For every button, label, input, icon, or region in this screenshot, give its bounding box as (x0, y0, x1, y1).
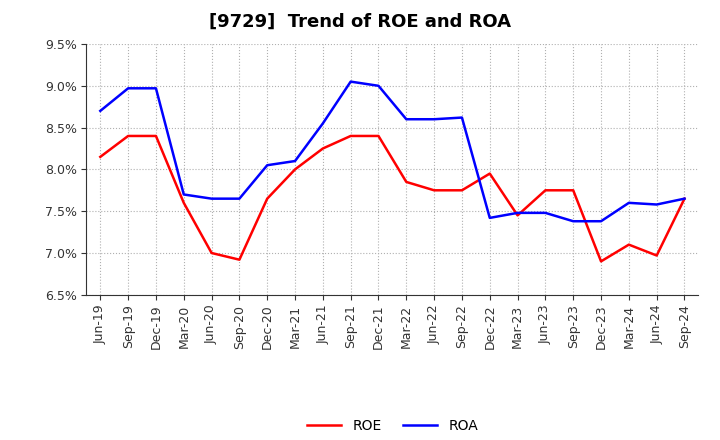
ROE (346, 133, 355, 139)
ROE (374, 133, 383, 139)
Line: ROE: ROE (100, 136, 685, 261)
ROA (680, 196, 689, 201)
ROA (402, 117, 410, 122)
ROE (485, 171, 494, 176)
ROE (513, 213, 522, 218)
ROE (96, 154, 104, 159)
ROA (263, 162, 271, 168)
ROE (569, 187, 577, 193)
Line: ROA: ROA (100, 81, 685, 221)
ROA (513, 210, 522, 216)
ROE (235, 257, 243, 262)
ROA (652, 202, 661, 207)
ROE (152, 133, 161, 139)
ROE (207, 250, 216, 256)
ROA (541, 210, 550, 216)
ROA (124, 86, 132, 91)
Text: [9729]  Trend of ROE and ROA: [9729] Trend of ROE and ROA (209, 13, 511, 31)
ROE (458, 187, 467, 193)
ROE (179, 200, 188, 205)
ROA (207, 196, 216, 201)
Legend: ROE, ROA: ROE, ROA (301, 413, 484, 438)
ROA (318, 121, 327, 126)
ROA (624, 200, 633, 205)
ROE (263, 196, 271, 201)
ROA (235, 196, 243, 201)
ROE (402, 180, 410, 185)
ROA (291, 158, 300, 164)
ROE (624, 242, 633, 247)
ROA (597, 219, 606, 224)
ROA (485, 215, 494, 220)
ROE (541, 187, 550, 193)
ROA (374, 83, 383, 88)
ROA (152, 86, 161, 91)
ROA (569, 219, 577, 224)
ROA (179, 192, 188, 197)
ROA (346, 79, 355, 84)
ROE (430, 187, 438, 193)
ROA (458, 115, 467, 120)
ROA (96, 108, 104, 114)
ROE (124, 133, 132, 139)
ROA (430, 117, 438, 122)
ROE (597, 259, 606, 264)
ROE (318, 146, 327, 151)
ROE (652, 253, 661, 258)
ROE (680, 196, 689, 201)
ROE (291, 167, 300, 172)
